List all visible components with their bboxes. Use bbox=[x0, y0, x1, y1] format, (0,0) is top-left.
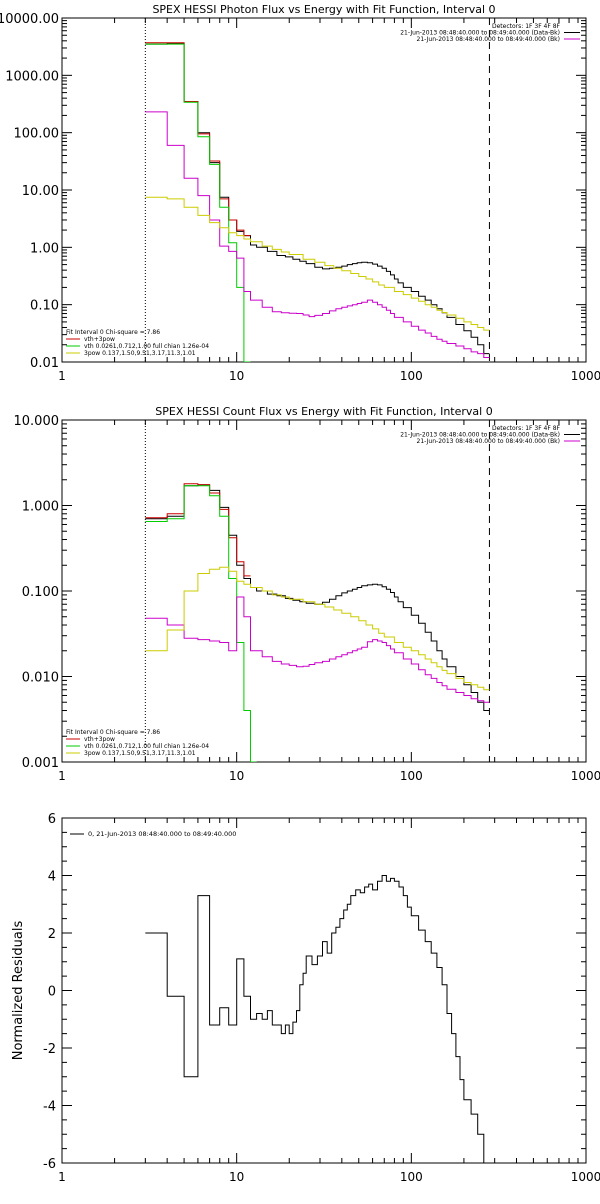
x-tick-label: 10 bbox=[229, 1170, 244, 1184]
chart-panel-1: SPEX HESSI Count Flux vs Energy with Fit… bbox=[14, 405, 600, 783]
series-line-4 bbox=[145, 567, 489, 690]
x-tick-label: 10 bbox=[229, 769, 244, 783]
chart-title: SPEX HESSI Count Flux vs Energy with Fit… bbox=[155, 405, 492, 418]
y-tick-label: 0 bbox=[48, 985, 56, 1000]
series-line-3 bbox=[145, 597, 489, 702]
series-line-0 bbox=[145, 876, 494, 1164]
x-tick-label: 1 bbox=[58, 1170, 66, 1184]
y-tick-label: -4 bbox=[43, 1100, 56, 1115]
x-tick-label: 1 bbox=[58, 369, 66, 383]
series-line-0 bbox=[145, 43, 489, 353]
chart-panel-0: SPEX HESSI Photon Flux vs Energy with Fi… bbox=[0, 3, 600, 383]
fit-legend-label: 3pow 0.137,1.50,9.51,3.17,11.3,1.01 bbox=[84, 350, 196, 357]
y-tick-label: 0.10 bbox=[30, 299, 59, 314]
info-line: 21-Jun-2013 08:48:40.000 to 08:49:40.000… bbox=[417, 438, 560, 445]
x-tick-label: 100 bbox=[400, 769, 423, 783]
y-tick-label: 10.00 bbox=[22, 184, 59, 199]
y-axis-label: Normalized Residuals bbox=[11, 921, 26, 1061]
series-line-2 bbox=[145, 486, 256, 762]
plot-frame bbox=[62, 818, 586, 1163]
series-group bbox=[145, 43, 489, 362]
fit-summary: Fit Interval 0 Chi-square = 7.86 bbox=[66, 329, 160, 336]
x-tick-label: 100 bbox=[400, 1170, 423, 1184]
x-tick-label: 1000 bbox=[571, 369, 600, 383]
y-tick-label: 0.100 bbox=[22, 585, 59, 600]
x-tick-label: 10 bbox=[229, 369, 244, 383]
y-tick-label: 6 bbox=[48, 812, 56, 827]
x-tick-label: 100 bbox=[400, 369, 423, 383]
y-tick-label: 4 bbox=[48, 870, 56, 885]
x-tick-label: 1000 bbox=[571, 1170, 600, 1184]
info-line: 21-Jun-2013 08:48:40.000 to 08:49:40.000… bbox=[417, 36, 560, 43]
plot-frame bbox=[62, 18, 586, 362]
y-tick-label: 2 bbox=[48, 927, 56, 942]
residual-legend-label: 0, 21-Jun-2013 08:48:40.000 to 08:49:40.… bbox=[88, 830, 236, 838]
series-group bbox=[145, 484, 489, 762]
chart-title: SPEX HESSI Photon Flux vs Energy with Fi… bbox=[152, 3, 495, 16]
fit-legend-label: vth 0.0261,0.712,1.00 full chian 1.26e-0… bbox=[84, 743, 209, 750]
fit-legend-label: vth 0.0261,0.712,1.00 full chian 1.26e-0… bbox=[84, 343, 209, 350]
plot-frame bbox=[62, 420, 586, 762]
y-tick-label: 0.01 bbox=[30, 356, 59, 371]
y-tick-label: 1.00 bbox=[30, 241, 59, 256]
series-group bbox=[145, 876, 494, 1164]
y-tick-label: 100.00 bbox=[14, 127, 60, 142]
chart-panel-2: 1 10 100 1000 -6 -4 -2 0 2 4 6 Normalized Residuals… bbox=[11, 812, 600, 1184]
x-tick-label: 1000 bbox=[571, 769, 600, 783]
y-tick-label: -2 bbox=[43, 1042, 56, 1057]
y-tick-label: 10000.00 bbox=[0, 12, 59, 27]
fit-legend-label: 3pow 0.137,1.50,9.51,3.17,11.3,1.01 bbox=[84, 750, 196, 757]
series-line-4 bbox=[145, 197, 489, 330]
series-line-1 bbox=[145, 43, 250, 236]
fit-legend-label: vth+3pow bbox=[84, 336, 115, 343]
series-line-0 bbox=[145, 485, 489, 711]
y-tick-label: -6 bbox=[43, 1157, 56, 1172]
series-line-3 bbox=[145, 112, 489, 358]
fit-summary: Fit Interval 0 Chi-square = 7.86 bbox=[66, 729, 160, 736]
series-line-2 bbox=[145, 44, 250, 362]
y-tick-label: 0.010 bbox=[22, 671, 59, 686]
series-line-1 bbox=[145, 484, 250, 576]
y-tick-label: 0.001 bbox=[22, 756, 59, 771]
fit-legend-label: vth+3pow bbox=[84, 736, 115, 743]
x-tick-label: 1 bbox=[58, 769, 66, 783]
y-tick-label: 1000.00 bbox=[5, 69, 59, 84]
y-tick-label: 1.000 bbox=[22, 500, 59, 515]
y-tick-label: 10.000 bbox=[14, 414, 60, 429]
